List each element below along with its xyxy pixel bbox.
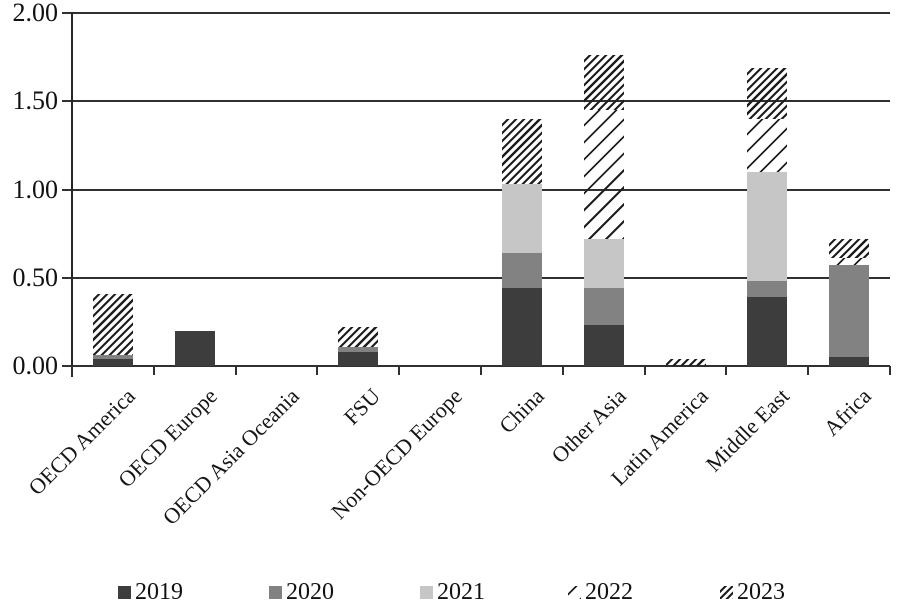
x-axis-tick bbox=[398, 366, 401, 375]
x-axis-tick bbox=[725, 366, 728, 375]
legend-item-2021: 2021 bbox=[420, 580, 485, 604]
x-axis-tick bbox=[480, 366, 482, 375]
gridline-2.00 bbox=[72, 12, 890, 14]
y-axis-tick bbox=[62, 188, 72, 191]
bar-segment-2019-oecd-america bbox=[92, 358, 133, 366]
legend-label: 2019 bbox=[135, 579, 183, 605]
bar-segment-2021-middle-east bbox=[747, 171, 788, 282]
bar-segment-2020-fsu bbox=[338, 346, 379, 352]
legend-label: 2020 bbox=[286, 579, 334, 605]
x-axis-label: China bbox=[494, 383, 549, 439]
legend-swatch-2022-icon bbox=[568, 585, 581, 599]
bar-segment-2023-middle-east bbox=[747, 67, 788, 119]
gridline-1.00 bbox=[72, 188, 890, 191]
bar-segment-2020-middle-east bbox=[747, 281, 788, 298]
bar-segment-2023-china bbox=[501, 118, 542, 185]
y-tick-label: 0.00 bbox=[12, 351, 59, 380]
legend-item-2022: 2022 bbox=[568, 580, 633, 604]
x-axis-tick bbox=[152, 366, 155, 375]
bar-segment-2022-africa bbox=[829, 258, 870, 266]
x-axis-tick bbox=[316, 366, 319, 375]
bar-segment-2019-middle-east bbox=[747, 297, 788, 366]
legend-label: 2021 bbox=[437, 579, 485, 605]
bar-segment-2019-fsu bbox=[338, 351, 379, 366]
bar-segment-2020-other-asia bbox=[583, 288, 624, 326]
legend-swatch-2023-icon bbox=[720, 585, 733, 599]
bar-segment-2022-other-asia bbox=[583, 110, 624, 239]
bar-segment-2023-oecd-america bbox=[92, 293, 133, 356]
x-axis-tick bbox=[643, 366, 646, 375]
x-axis-label: Other Asia bbox=[546, 383, 631, 468]
x-axis-tick bbox=[234, 366, 237, 375]
x-axis-tick bbox=[807, 366, 810, 375]
y-tick-label: 1.50 bbox=[12, 86, 59, 116]
bar-segment-2020-oecd-america bbox=[92, 355, 133, 359]
y-tick-label: 1.00 bbox=[12, 174, 59, 204]
bar-segment-2021-other-asia bbox=[583, 238, 624, 289]
x-axis-tick bbox=[889, 366, 891, 375]
x-axis-label: Africa bbox=[818, 383, 877, 441]
bar-segment-2020-china bbox=[501, 253, 542, 289]
y-tick-label: 0.50 bbox=[12, 262, 59, 292]
legend-item-2019: 2019 bbox=[118, 580, 183, 604]
bar-segment-2021-china bbox=[501, 184, 542, 254]
legend-swatch-2020-icon bbox=[269, 585, 282, 599]
gridline-1.50 bbox=[72, 100, 890, 103]
bar-segment-2019-africa bbox=[829, 357, 870, 366]
x-axis-label: Non-OECD Europe bbox=[326, 383, 468, 525]
legend-swatch-2019-icon bbox=[118, 585, 131, 599]
x-axis-tick bbox=[561, 366, 564, 375]
bar-segment-2019-china bbox=[501, 288, 542, 366]
y-axis-tick bbox=[62, 365, 72, 367]
y-axis-tick bbox=[62, 100, 72, 103]
bar-segment-2019-oecd-europe bbox=[174, 330, 215, 366]
legend-label: 2022 bbox=[585, 579, 633, 605]
legend-item-2020: 2020 bbox=[269, 580, 334, 604]
bar-segment-2019-other-asia bbox=[583, 325, 624, 366]
bar-segment-2020-africa bbox=[829, 265, 870, 358]
legend-swatch-2021-icon bbox=[420, 585, 433, 599]
bar-segment-2022-middle-east bbox=[747, 118, 788, 172]
bar-segment-2023-africa bbox=[829, 238, 870, 259]
legend-label: 2023 bbox=[737, 579, 785, 605]
y-axis-tick bbox=[62, 12, 72, 14]
bar-segment-2023-fsu bbox=[338, 327, 379, 347]
x-axis-tick bbox=[71, 366, 73, 375]
y-axis-line bbox=[71, 12, 73, 377]
bar-segment-2023-other-asia bbox=[583, 55, 624, 111]
y-axis-tick bbox=[62, 276, 72, 279]
y-tick-label: 2.00 bbox=[12, 0, 59, 27]
legend-item-2023: 2023 bbox=[720, 580, 785, 604]
bar-segment-2023-latin-america bbox=[665, 358, 706, 366]
gridline-0.50 bbox=[72, 276, 890, 279]
